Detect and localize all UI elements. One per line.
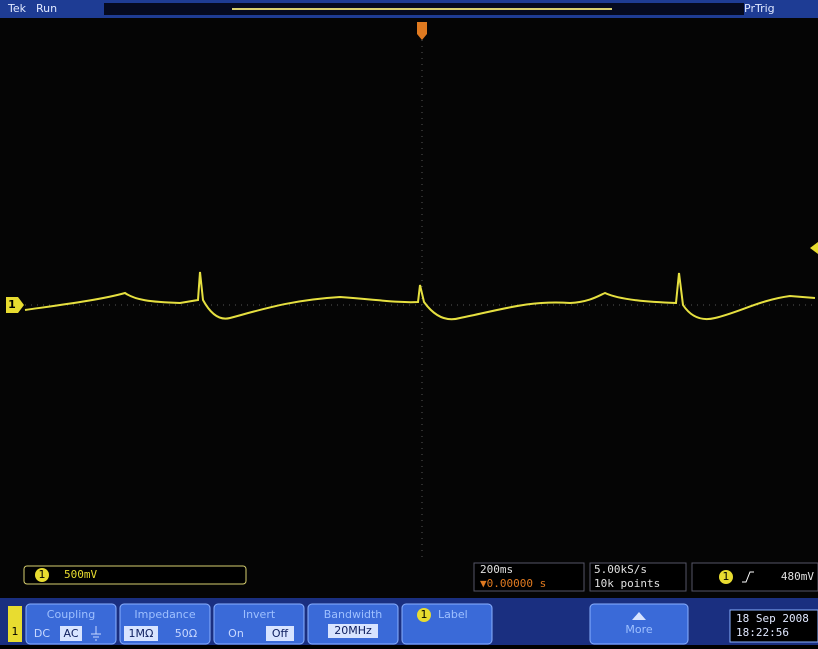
time: 18:22:56 xyxy=(736,626,789,639)
acq-state: Run xyxy=(36,2,57,15)
bandwidth-label: Bandwidth xyxy=(324,608,383,621)
bandwidth-value: 20MHz xyxy=(334,624,372,637)
channel-marker-label: 1 xyxy=(8,298,16,311)
record-length: 10k points xyxy=(594,577,660,590)
timebase: 200ms xyxy=(480,563,513,576)
menu-channel: 1 xyxy=(12,625,19,638)
sample-rate: 5.00kS/s xyxy=(594,563,647,576)
label-label: Label xyxy=(438,608,468,621)
trigger-channel: 1 xyxy=(723,570,730,583)
channel-readout xyxy=(24,566,246,584)
impedance-option[interactable]: 50Ω xyxy=(175,627,197,640)
brand: Tek xyxy=(7,2,27,15)
label-channel: 1 xyxy=(421,608,428,621)
trigger-level: 480mV xyxy=(781,570,814,583)
coupling-option[interactable]: DC xyxy=(34,627,50,640)
trigger-mode: PrTrig xyxy=(744,2,775,15)
invert-option[interactable]: On xyxy=(228,627,244,640)
more-label: More xyxy=(625,623,653,636)
date: 18 Sep 2008 xyxy=(736,612,809,625)
scope-screen: Tek Run PrTrig 1 1 500mV 200ms ▼0.00000 … xyxy=(0,0,818,645)
channel-number: 1 xyxy=(39,568,46,581)
vertical-scale: 500mV xyxy=(64,568,97,581)
impedance-option[interactable]: 1MΩ xyxy=(129,627,154,640)
horizontal-position: ▼0.00000 s xyxy=(480,577,546,590)
invert-option[interactable]: Off xyxy=(272,627,289,640)
coupling-label: Coupling xyxy=(47,608,95,621)
background xyxy=(0,0,818,645)
invert-label: Invert xyxy=(243,608,276,621)
coupling-option[interactable]: AC xyxy=(63,627,78,640)
impedance-label: Impedance xyxy=(134,608,195,621)
